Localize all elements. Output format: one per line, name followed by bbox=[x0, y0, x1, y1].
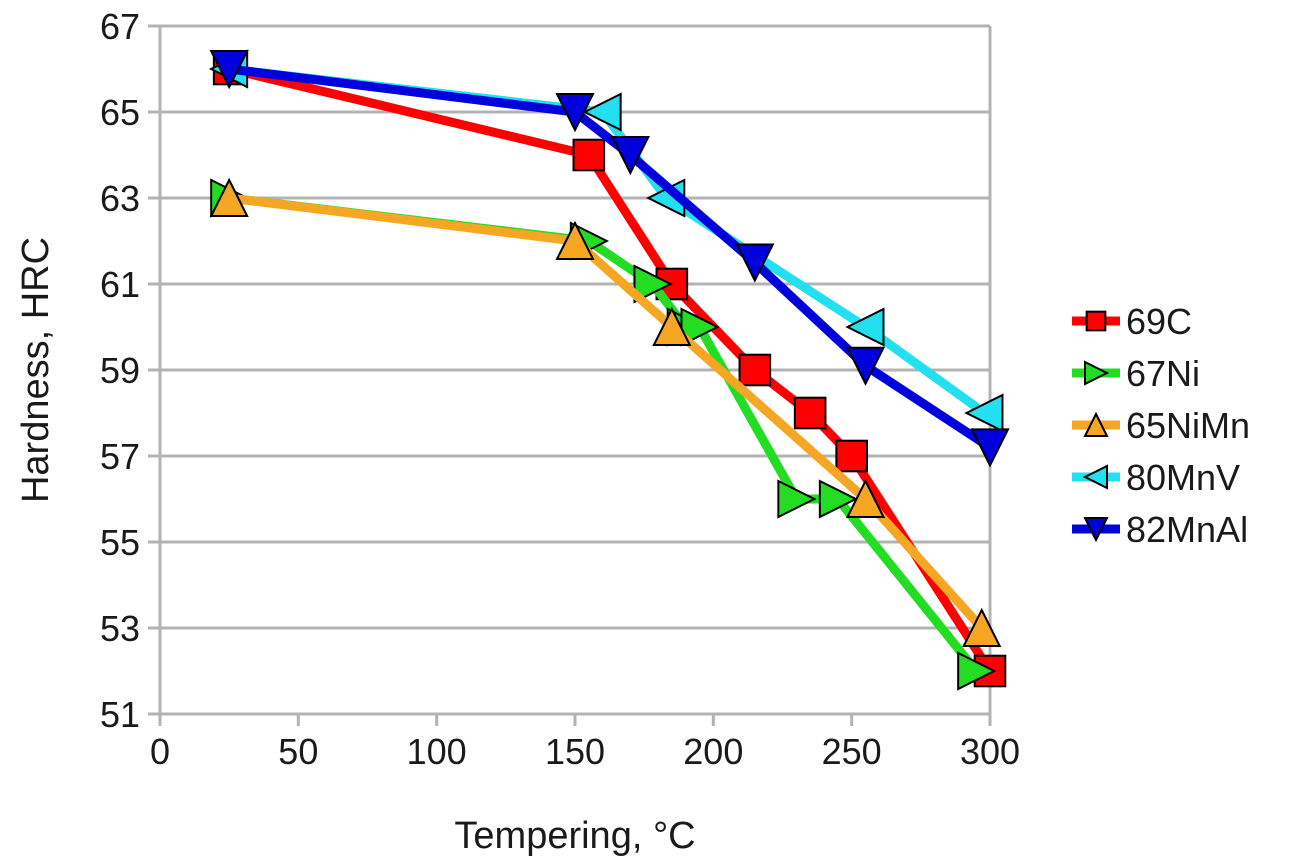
marker-square bbox=[793, 396, 827, 430]
series-67Ni bbox=[210, 178, 997, 691]
marker-triangle-left bbox=[964, 393, 1004, 433]
axes bbox=[158, 26, 992, 726]
x-tick-label: 200 bbox=[683, 731, 743, 772]
x-tick-label: 100 bbox=[407, 731, 467, 772]
legend-label: 65NiMn bbox=[1126, 405, 1250, 446]
y-tick-labels: 51 53 55 57 59 61 63 65 67 bbox=[100, 6, 140, 735]
legend-item-65NiMn: 65NiMn bbox=[1072, 405, 1250, 446]
legend-label: 69C bbox=[1126, 301, 1192, 342]
series-group bbox=[208, 49, 1010, 691]
x-tick-label: 150 bbox=[545, 731, 605, 772]
marker-triangle-right bbox=[957, 651, 997, 691]
legend-label: 67Ni bbox=[1126, 353, 1200, 394]
series-82MnAl bbox=[209, 50, 1010, 468]
marker-triangle-right bbox=[777, 479, 817, 519]
legend-label: 80MnV bbox=[1126, 457, 1240, 498]
y-tick-label: 65 bbox=[100, 92, 140, 133]
y-tick-label: 61 bbox=[100, 264, 140, 305]
y-tick-label: 51 bbox=[100, 694, 140, 735]
marker-triangle-up bbox=[845, 478, 886, 518]
y-tick-label: 53 bbox=[100, 608, 140, 649]
x-tick-label: 0 bbox=[150, 731, 170, 772]
series-65NiMn bbox=[209, 177, 1002, 647]
legend: 69C 67Ni 65NiMn 80MnV 82MnAl bbox=[1072, 301, 1250, 550]
series-line-82MnAl bbox=[228, 64, 993, 452]
marker-triangle-down bbox=[555, 93, 595, 133]
series-line-65NiMn bbox=[228, 193, 986, 632]
marker-triangle-down bbox=[845, 346, 886, 386]
marker-triangle-down bbox=[610, 136, 650, 176]
legend-item-67Ni: 67Ni bbox=[1072, 353, 1200, 394]
marker-triangle-right bbox=[633, 264, 673, 304]
marker-triangle-down bbox=[970, 428, 1010, 468]
marker-triangle-left bbox=[1082, 464, 1108, 490]
marker-triangle-up bbox=[1083, 411, 1109, 437]
marker-triangle-left bbox=[582, 92, 622, 132]
marker-square bbox=[1085, 310, 1107, 332]
y-axis-title: Hardness, HRC bbox=[15, 237, 57, 503]
marker-triangle-up bbox=[652, 306, 692, 346]
marker-triangle-right bbox=[1084, 360, 1110, 386]
y-tick-label: 55 bbox=[100, 522, 140, 563]
marker-triangle-up bbox=[209, 177, 249, 217]
marker-triangle-down bbox=[209, 50, 249, 90]
marker-triangle-right bbox=[818, 479, 859, 519]
marker-triangle-up bbox=[962, 607, 1002, 647]
marker-square bbox=[738, 353, 772, 387]
legend-item-80MnV: 80MnV bbox=[1072, 457, 1240, 498]
x-tick-label: 50 bbox=[278, 731, 318, 772]
grid-lines bbox=[148, 24, 990, 716]
y-tick-label: 63 bbox=[100, 178, 140, 219]
y-tick-label: 67 bbox=[100, 6, 140, 47]
x-tick-label: 300 bbox=[960, 731, 1020, 772]
x-tick-label: 250 bbox=[822, 731, 882, 772]
x-tick-labels: 0 50 100 150 200 250 300 bbox=[150, 731, 1020, 772]
legend-item-82MnAl: 82MnAl bbox=[1072, 509, 1248, 550]
marker-triangle-down bbox=[1083, 517, 1109, 543]
marker-triangle-down bbox=[735, 243, 775, 283]
marker-square bbox=[835, 439, 868, 473]
legend-item-69C: 69C bbox=[1072, 301, 1192, 342]
y-tick-label: 57 bbox=[100, 436, 140, 477]
x-axis-title: Tempering, °C bbox=[454, 815, 695, 857]
legend-label: 82MnAl bbox=[1126, 509, 1248, 550]
marker-triangle-up bbox=[555, 220, 595, 260]
y-tick-label: 59 bbox=[100, 350, 140, 391]
marker-square bbox=[572, 138, 606, 172]
marker-triangle-left bbox=[845, 307, 885, 347]
